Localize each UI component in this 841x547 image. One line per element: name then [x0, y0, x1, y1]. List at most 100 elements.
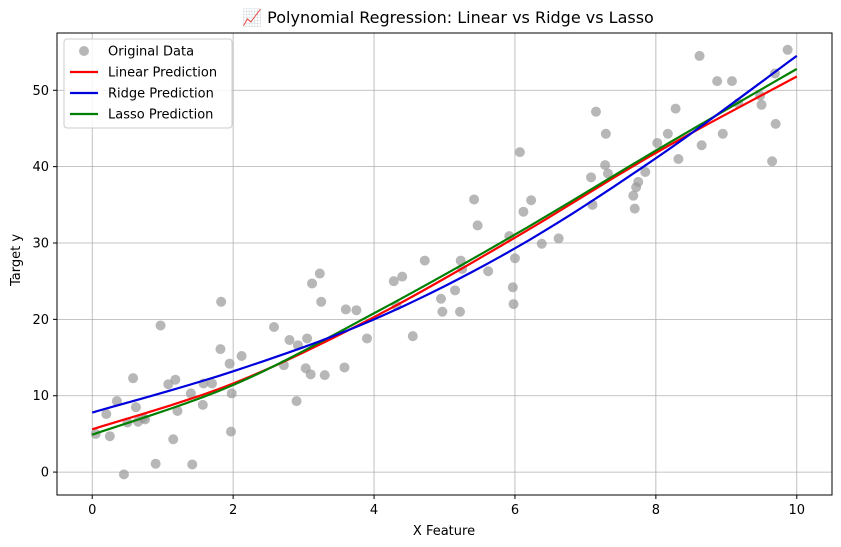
data-point [307, 278, 318, 289]
data-point [207, 378, 217, 389]
data-point [694, 50, 705, 61]
data-point [197, 399, 208, 410]
data-point [483, 266, 494, 277]
line-lasso-prediction [91, 67, 798, 436]
data-point [756, 99, 767, 110]
y-tick-label: 30 [32, 237, 49, 252]
data-point [101, 409, 112, 420]
prediction-lines [91, 55, 798, 436]
data-point [185, 388, 196, 399]
data-point [111, 396, 122, 407]
plot-frame [56, 32, 833, 496]
data-point [673, 154, 684, 164]
y-tick-label: 20 [32, 313, 49, 328]
data-point [602, 168, 613, 179]
data-point [450, 285, 461, 296]
legend-label-lasso: Lasso Prediction [108, 108, 213, 123]
data-point [628, 190, 639, 201]
data-point [717, 128, 728, 139]
legend-item-ridge: Ridge Prediction [70, 87, 214, 102]
data-point [130, 402, 141, 413]
data-point [224, 358, 235, 369]
data-point [388, 276, 399, 287]
data-point [586, 172, 597, 183]
data-point [507, 282, 518, 293]
data-point [712, 76, 723, 87]
legend-label-linear: Linear Prediction [108, 66, 217, 81]
y-tick-label: 10 [32, 389, 49, 404]
data-point [284, 334, 295, 345]
x-tick-label: 0 [88, 503, 96, 518]
data-point [536, 238, 547, 249]
data-point [291, 396, 302, 407]
data-point [215, 344, 226, 355]
legend-item-linear: Linear Prediction [70, 66, 217, 81]
data-point [526, 195, 537, 206]
legend-marker-original-data [79, 46, 89, 56]
data-point [419, 255, 430, 266]
data-point [168, 434, 179, 445]
legend: Original Data Linear Prediction Ridge Pr… [63, 38, 233, 129]
data-point [696, 140, 707, 151]
data-point [362, 333, 372, 344]
data-point [600, 128, 611, 139]
legend-label-original-data: Original Data [108, 45, 194, 60]
y-axis-label: Target y [9, 234, 24, 287]
data-point [302, 333, 313, 344]
data-point [316, 296, 327, 307]
legend-box [63, 38, 233, 129]
data-point [407, 331, 418, 342]
data-point [600, 160, 611, 171]
data-point [397, 271, 408, 282]
data-point [455, 306, 465, 317]
data-point [314, 268, 325, 279]
data-point [170, 374, 181, 385]
legend-item-lasso: Lasso Prediction [70, 108, 213, 123]
data-point [514, 147, 525, 158]
line-ridge-prediction [91, 55, 798, 414]
y-tick-label: 0 [41, 466, 49, 481]
data-point [236, 351, 247, 362]
data-point [172, 406, 183, 416]
data-point [340, 304, 351, 315]
data-point [662, 128, 673, 139]
data-point [553, 233, 564, 244]
data-point [104, 431, 115, 442]
y-tick-label: 40 [32, 160, 49, 175]
x-tick-label: 2 [229, 503, 237, 518]
data-point [216, 296, 227, 307]
data-point [726, 76, 737, 87]
data-point [518, 206, 529, 217]
scatter-points [90, 44, 793, 480]
x-tick-label: 4 [370, 503, 378, 518]
x-tick-label: 8 [652, 503, 660, 518]
x-tick-label: 10 [788, 503, 805, 518]
data-point [590, 106, 601, 117]
data-point [269, 322, 279, 332]
data-point [640, 166, 651, 177]
data-point [226, 388, 237, 399]
data-point [128, 373, 139, 384]
data-point [118, 469, 129, 480]
data-point [508, 299, 519, 310]
x-tick-label: 6 [511, 503, 519, 518]
data-point [770, 118, 781, 129]
data-point [150, 458, 161, 469]
data-point [187, 459, 198, 470]
legend-item-original-data: Original Data [79, 45, 194, 60]
data-point [226, 426, 237, 437]
y-tick-label: 50 [32, 84, 49, 99]
data-point [652, 137, 663, 148]
x-axis-label: X Feature [413, 524, 475, 539]
line-linear-prediction [91, 75, 798, 431]
chart-title: 📈 Polynomial Regression: Linear vs Ridge… [242, 8, 654, 27]
data-point [629, 203, 640, 214]
legend-label-ridge: Ridge Prediction [108, 87, 214, 102]
data-point [155, 320, 166, 331]
data-point [437, 306, 448, 317]
data-point [305, 369, 316, 380]
data-point [435, 293, 446, 304]
data-point [472, 220, 483, 231]
data-point [782, 44, 793, 55]
